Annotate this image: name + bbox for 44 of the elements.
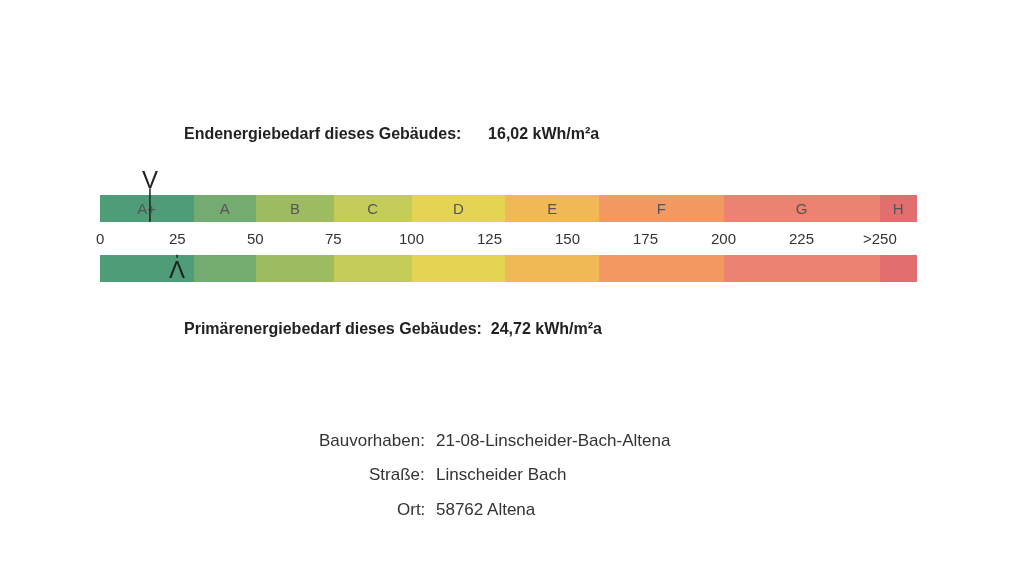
x-tick-label: 50 (247, 230, 264, 247)
bar (100, 195, 194, 223)
x-tick-label: 100 (399, 230, 425, 247)
text: Endenergiebedarf dieses Gebäudes: 16,02 kWh/m²a (184, 125, 600, 142)
bar (879, 195, 917, 223)
x-tick-label: 200 (711, 230, 737, 247)
text: Ort: 58762 Altena (397, 500, 536, 519)
x-tick-label: 150 (555, 230, 581, 247)
series-label: G (795, 200, 808, 218)
x-tick-label: 25 (169, 230, 186, 247)
x-tick-label: >250 (863, 230, 897, 247)
series-label: B (289, 200, 300, 218)
bar (723, 195, 880, 223)
bar (505, 254, 599, 282)
bar (193, 195, 256, 223)
bar (598, 254, 724, 282)
bar (411, 254, 506, 282)
x-tick-label: 0 (96, 230, 105, 247)
bar (255, 195, 334, 223)
text: Straße: Linscheider Bach (369, 465, 567, 484)
series-label: H (892, 200, 904, 218)
bar (333, 195, 412, 223)
bar (100, 254, 194, 282)
text: Primärenergiebedarf dieses Gebäudes: 24,72 kWh/m²a (184, 320, 603, 337)
series-label: E (547, 200, 558, 218)
x-tick-label: 75 (325, 230, 342, 247)
x-tick-label: 125 (477, 230, 503, 247)
ref-line-label: V (142, 166, 159, 193)
bar (598, 195, 724, 223)
series-label: A (219, 200, 230, 218)
series-label: F (656, 200, 666, 218)
series-label: D (453, 200, 465, 218)
ref-line-label: Λ (169, 256, 186, 283)
bar (723, 254, 880, 282)
bar (505, 195, 599, 223)
text: Bauvorhaben: 21-08-Linscheider-Bach-Altena (319, 431, 671, 450)
bar (255, 254, 334, 282)
bar (879, 254, 917, 282)
x-tick-label: 225 (789, 230, 815, 247)
x-tick-label: 175 (633, 230, 659, 247)
bar (411, 195, 506, 223)
bar (333, 254, 412, 282)
bar (193, 254, 256, 282)
series-label: C (367, 200, 379, 218)
